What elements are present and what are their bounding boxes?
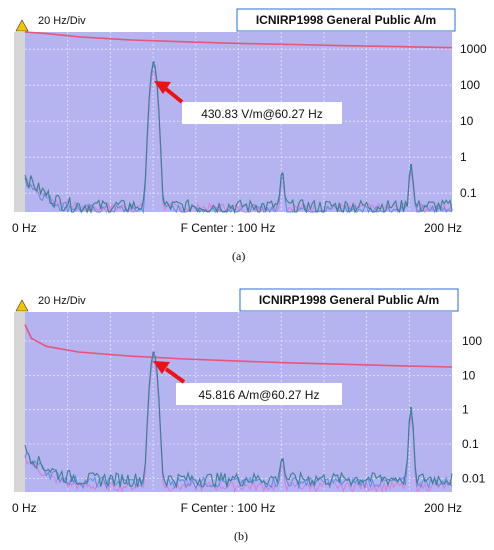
left-margin-strip-b bbox=[14, 312, 25, 492]
peak-point bbox=[409, 163, 413, 167]
annotation-box-b bbox=[176, 383, 342, 405]
annotation-box-a bbox=[182, 102, 342, 124]
y-tick-label: 0.1 bbox=[462, 437, 479, 451]
spectrum-trace-teal bbox=[24, 61, 453, 215]
x-label-center-a: F Center : 100 Hz bbox=[181, 221, 276, 235]
y-tick-label: 10 bbox=[460, 114, 474, 128]
peak-point bbox=[281, 172, 284, 175]
peak-point bbox=[152, 351, 155, 354]
y-tick-label: 10 bbox=[462, 368, 476, 382]
y-tick-label: 1 bbox=[460, 150, 467, 164]
limit-curve-line bbox=[24, 31, 453, 49]
caption-a: (a) bbox=[232, 249, 245, 263]
y-tick-labels-b: 100 10 1 0.1 0.01 bbox=[462, 334, 486, 485]
div-label-b: 20 Hz/Div bbox=[38, 295, 86, 307]
annotation-arrow-a bbox=[154, 81, 184, 104]
peak-point bbox=[152, 61, 155, 64]
div-label-a: 20 Hz/Div bbox=[38, 15, 86, 27]
limit-curve-line bbox=[24, 324, 453, 368]
caption-b: (b) bbox=[234, 529, 248, 543]
y-tick-label: 1 bbox=[462, 403, 469, 417]
spectrum-trace-teal bbox=[24, 351, 453, 489]
chart-panel-a: 20 Hz/Div ICNIRP1998 General Public A/m … bbox=[12, 8, 487, 263]
spectrum-trace-blue bbox=[24, 354, 453, 490]
peak-point bbox=[281, 458, 284, 461]
traces-a bbox=[24, 31, 453, 215]
annotation-text-b: 45.816 A/m@60.27 Hz bbox=[199, 388, 320, 402]
y-tick-label: 0.01 bbox=[462, 471, 486, 485]
x-label-left-a: 0 Hz bbox=[12, 221, 37, 235]
legend-text-b: ICNIRP1998 General Public A/m bbox=[259, 293, 439, 307]
x-label-right-a: 200 Hz bbox=[424, 221, 462, 235]
y-tick-label: 0.1 bbox=[460, 186, 477, 200]
y-tick-label: 100 bbox=[460, 78, 480, 92]
left-margin-strip-a bbox=[14, 32, 25, 212]
marker-icon-a bbox=[15, 19, 29, 32]
peak-point bbox=[409, 407, 413, 410]
x-label-right-b: 200 Hz bbox=[424, 501, 462, 515]
marker-icon-b bbox=[15, 299, 29, 312]
chart-panel-b: 20 Hz/Div ICNIRP1998 General Public A/m … bbox=[12, 288, 486, 543]
x-label-center-b: F Center : 100 Hz bbox=[181, 501, 276, 515]
traces-b bbox=[24, 324, 453, 493]
x-label-left-b: 0 Hz bbox=[12, 501, 37, 515]
y-tick-label: 100 bbox=[462, 334, 482, 348]
y-tick-labels-a: 1000 100 10 1 0.1 bbox=[460, 42, 487, 200]
spectrum-trace-blue bbox=[24, 64, 453, 214]
legend-box-a bbox=[236, 8, 456, 32]
legend-box-b bbox=[239, 288, 459, 312]
annotation-text-a: 430.83 V/m@60.27 Hz bbox=[201, 107, 323, 121]
y-tick-label: 1000 bbox=[460, 42, 487, 56]
spectrum-trace-pink bbox=[24, 359, 453, 493]
annotation-arrow-b bbox=[153, 361, 186, 384]
legend-text-a: ICNIRP1998 General Public A/m bbox=[256, 13, 436, 27]
